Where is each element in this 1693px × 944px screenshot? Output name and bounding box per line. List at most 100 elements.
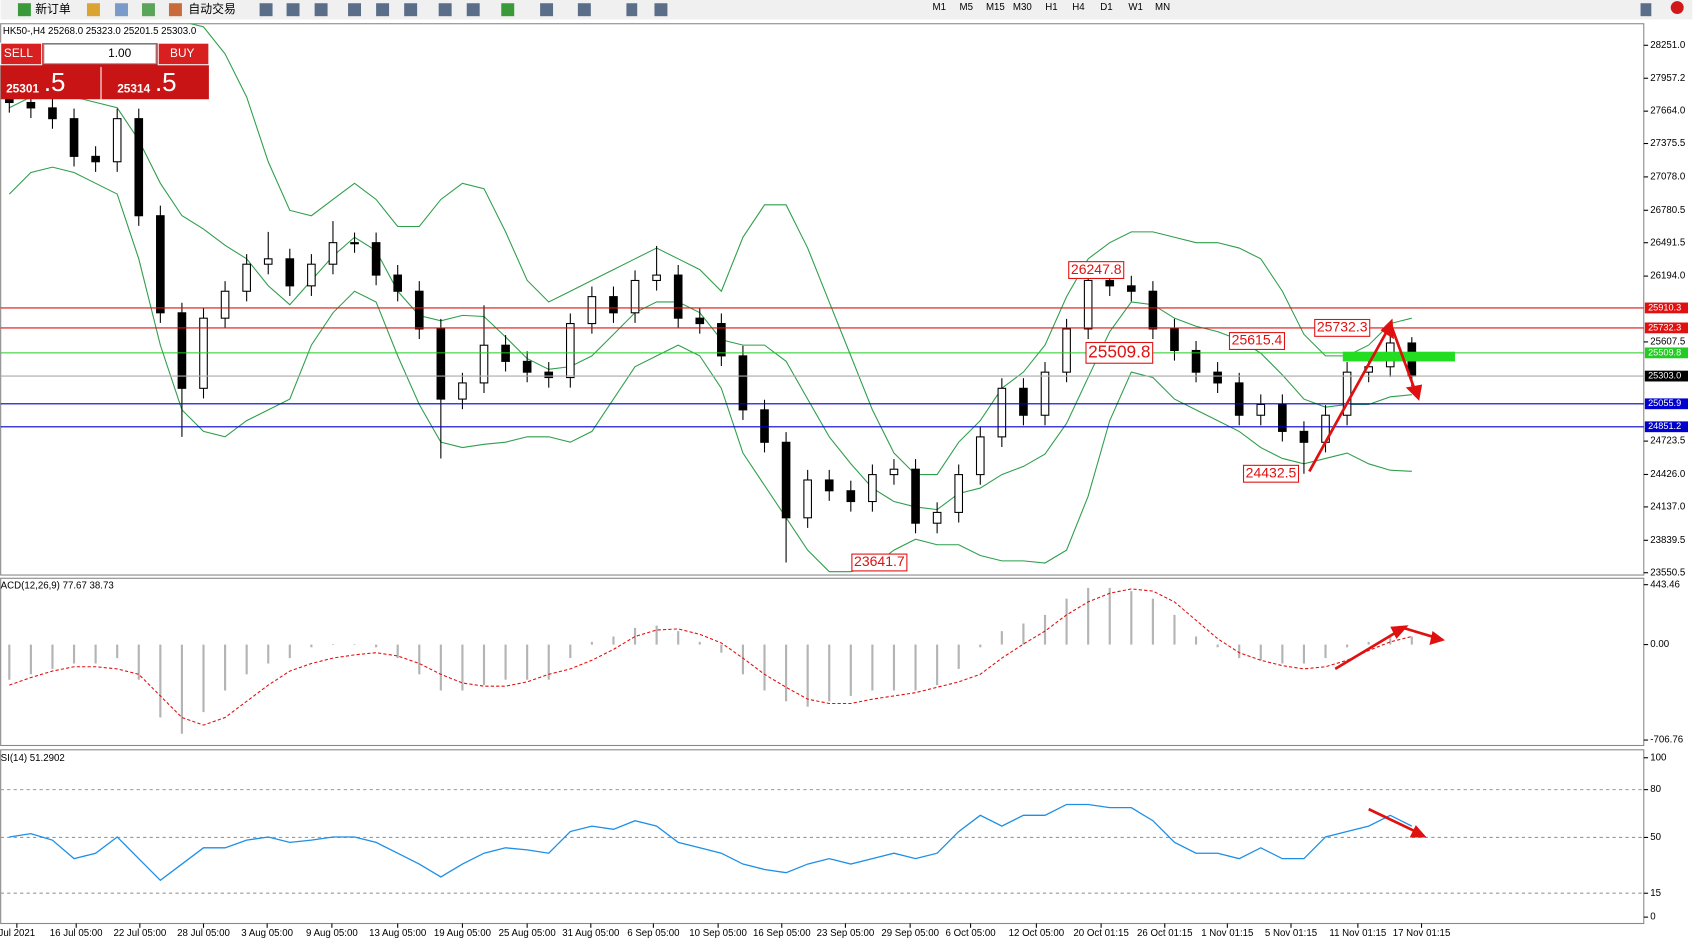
x-tick-label: 6 Oct 05:00 [946,928,997,939]
timeframe-button[interactable]: MN [1155,2,1170,13]
timeframe-button[interactable]: M15 [986,2,1005,13]
annotation-box [1068,261,1125,280]
sell-label[interactable]: SELL [4,46,33,60]
candle-body [1278,403,1287,432]
rsi-title: SI(14) 51.2902 [1,753,65,764]
notification[interactable] [1670,1,1684,15]
timeframe-button[interactable]: H1 [1045,2,1057,13]
y-tick-label: 24137.0 [1650,501,1686,512]
price-line-label: 25055.9 [1648,398,1681,408]
y-tick-label: 28251.0 [1650,40,1686,51]
candle-body [932,511,942,524]
y-tick-label: 26194.0 [1650,271,1686,282]
signal-line [9,588,1412,726]
candle-body [307,263,316,287]
y-tick-label: 25607.5 [1650,336,1685,347]
y-tick-label: 100 [1650,752,1667,763]
candle-body [263,258,273,265]
price-area [4,23,1417,573]
y-tick-label: 0.00 [1650,639,1669,650]
toolbar-bg [0,0,1693,20]
candle-body [1191,349,1201,373]
sell-button[interactable] [0,42,43,66]
toolbar-icon[interactable] [86,3,100,17]
plot: 28251.0 27957.2 27664.0 27375.5 27078.0 26780… [0,23,1689,939]
candle-body [112,118,122,163]
candle-body [846,490,856,503]
tool-icon[interactable] [466,3,480,17]
candle-body [738,355,748,411]
zoom-out[interactable] [376,3,390,17]
lot-size[interactable]: 1.00 [108,46,131,60]
tool-icon[interactable] [438,3,452,17]
price-line-label: 25303.0 [1648,371,1681,381]
candle-body [177,312,187,389]
y-tick-label: 27957.2 [1650,73,1685,84]
buy-price-pip[interactable]: .5 [155,69,177,97]
tile[interactable] [404,3,418,17]
zoom-in[interactable] [348,3,362,17]
candle-body [1170,328,1179,352]
toolbar-icon[interactable] [142,3,155,17]
x-tick-label: 26 Oct 01:15 [1137,928,1192,939]
search[interactable] [1640,3,1652,17]
timeframe-button[interactable]: M30 [1013,2,1032,13]
bollinger-band [8,166,1412,573]
cursor[interactable] [626,3,638,17]
candle-body [458,382,467,400]
candle-body [1040,371,1050,416]
price-line-tag [1644,322,1689,334]
indicators[interactable] [501,3,515,17]
buy-label[interactable]: BUY [170,46,194,60]
tool-icon[interactable] [259,3,273,17]
templates[interactable] [577,3,591,17]
candle-body [760,409,769,443]
annotation-box [1228,332,1286,350]
tool-icon[interactable] [314,3,328,17]
zone-highlight [1342,351,1455,362]
candle-body [868,474,877,503]
x-tick-label: 17 Nov 01:15 [1393,928,1451,939]
candle-body [1299,430,1309,443]
macd-frame [0,577,1645,747]
periods[interactable] [540,3,554,17]
y-tick-label: 26780.5 [1650,205,1685,216]
x-tick-label: 12 Oct 05:00 [1009,928,1065,939]
tool-icon[interactable] [286,3,300,17]
new-order-icon[interactable] [17,3,31,17]
candle-body [1213,371,1222,384]
y-tick-label: 27664.0 [1650,106,1686,117]
new-order-button[interactable]: 新订单 [35,2,71,16]
arrow [1390,325,1417,392]
buy-button[interactable] [157,42,210,66]
auto-trading-icon[interactable] [168,3,182,17]
y-tick-label: 80 [1650,784,1661,795]
annotation-label: 25732.3 [1317,319,1368,335]
toolbar: 新订单 自动交易 [0,0,1693,20]
candle-body [803,479,812,519]
annotation-box [1314,318,1371,337]
candle-body [781,441,791,519]
candle-body [220,290,230,319]
toolbar-icon[interactable] [115,3,128,17]
timeframe-button[interactable]: D1 [1100,2,1112,13]
candle-body [350,242,359,245]
y-tick-label: 0 [1650,912,1656,923]
timeframe-button[interactable]: M1 [933,2,946,13]
candle-body [156,215,165,314]
sell-price[interactable]: 25301 [6,82,39,96]
candle-body [48,107,57,120]
x-tick-label: 5 Nov 01:15 [1265,928,1317,939]
arrow-head [1390,625,1409,639]
candle-body [673,274,683,319]
auto-trading-button[interactable]: 自动交易 [188,2,235,16]
timeframe-button[interactable]: W1 [1128,2,1143,13]
crosshair[interactable] [654,3,668,17]
timeframe-button[interactable]: H4 [1072,2,1085,13]
sell-price-pip[interactable]: .5 [44,69,66,97]
arrow-head [1409,825,1427,838]
lot-field[interactable] [43,43,157,65]
timeframe-button[interactable]: M5 [960,2,973,13]
buy-price[interactable]: 25314 [117,82,150,96]
